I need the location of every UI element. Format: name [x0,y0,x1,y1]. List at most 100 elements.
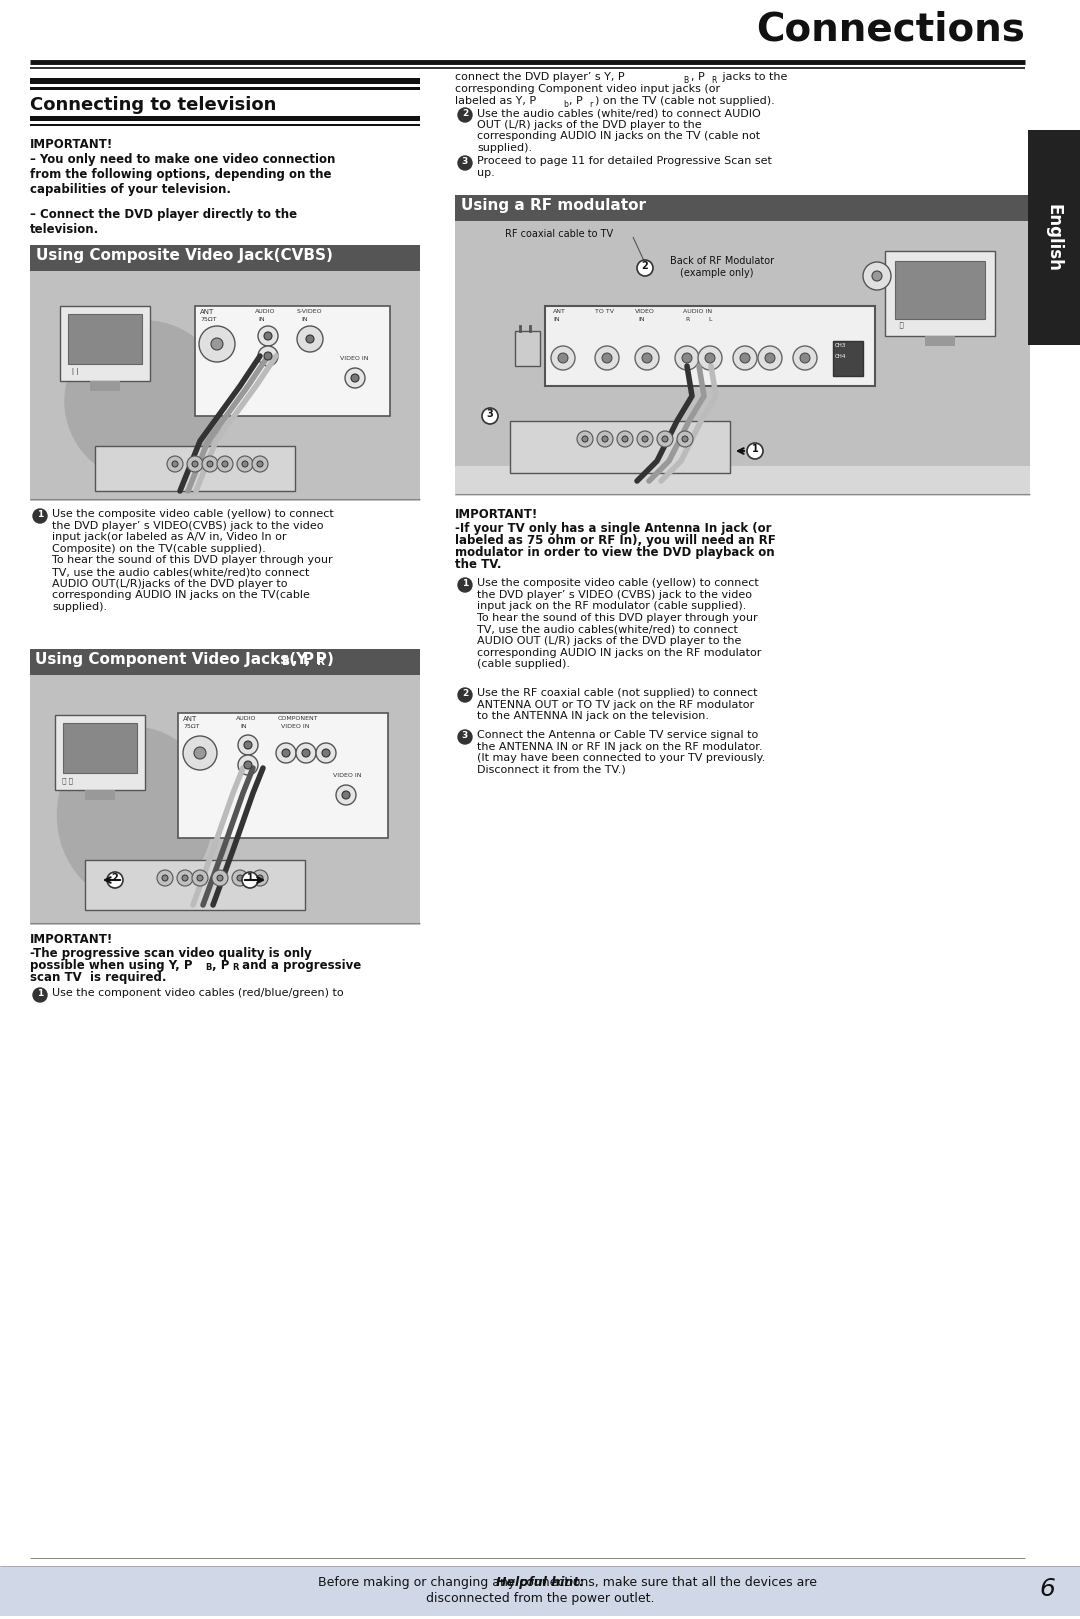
Circle shape [677,431,693,447]
Text: 75ΩT: 75ΩT [200,317,216,322]
Circle shape [595,346,619,371]
Circle shape [238,735,258,754]
Circle shape [597,431,613,447]
Text: – Connect the DVD player directly to the
television.: – Connect the DVD player directly to the… [30,207,297,236]
Text: Using a RF modulator: Using a RF modulator [461,198,646,214]
Text: Use the audio cables (white/red) to connect AUDIO
OUT (L/R) jacks of the DVD pla: Use the audio cables (white/red) to conn… [477,108,760,152]
Text: 1: 1 [37,989,43,997]
Circle shape [202,457,218,473]
Circle shape [316,743,336,763]
Text: AUDIO IN: AUDIO IN [683,309,712,314]
Text: r: r [589,100,592,108]
Bar [455,194,1030,222]
Circle shape [264,332,272,340]
Bar [455,222,1030,495]
Circle shape [681,353,692,363]
Circle shape [244,742,252,750]
Circle shape [238,754,258,776]
Circle shape [257,874,264,881]
Text: B: B [205,963,212,971]
Circle shape [642,436,648,442]
Text: English: English [1045,204,1063,272]
Circle shape [199,325,235,363]
Circle shape [211,338,222,350]
Text: Use the composite video cable (yellow) to connect
the DVD player’ s VIDEO(CVBS) : Use the composite video cable (yellow) t… [52,508,334,612]
Text: IN: IN [638,317,645,322]
Circle shape [336,785,356,805]
Bar [60,306,150,380]
Bar [30,125,420,126]
Circle shape [635,346,659,371]
Text: CH3: CH3 [835,343,847,348]
Circle shape [705,353,715,363]
Bar [1028,130,1080,345]
Circle shape [872,270,882,282]
Text: IMPORTANT!: IMPORTANT! [30,138,113,151]
Text: IN: IN [258,317,265,322]
Circle shape [167,457,183,473]
Text: CH4: CH4 [835,355,847,359]
Bar [30,87,420,91]
Bar [885,251,995,337]
Text: L: L [708,317,712,322]
Text: | |: | | [65,368,79,376]
Circle shape [657,431,673,447]
Bar [68,314,141,364]
Circle shape [296,743,316,763]
Text: TO TV: TO TV [595,309,615,314]
Circle shape [637,431,653,447]
Text: , P: , P [292,652,314,667]
Circle shape [217,874,222,881]
Text: Helpful hint:: Helpful hint: [496,1575,584,1588]
Text: AUDIO: AUDIO [237,716,257,720]
Circle shape [192,869,208,886]
Text: COMPONENT: COMPONENT [278,716,319,720]
Circle shape [157,869,173,886]
Circle shape [297,325,323,351]
Circle shape [458,578,472,593]
Text: Proceed to page 11 for detailed Progressive Scan set
up.: Proceed to page 11 for detailed Progress… [477,155,772,178]
Circle shape [863,262,891,290]
Circle shape [800,353,810,363]
Bar [30,244,420,270]
Text: 3: 3 [487,410,494,419]
Circle shape [192,461,198,466]
Circle shape [194,746,206,759]
Text: R: R [711,76,716,86]
Circle shape [282,750,291,758]
Circle shape [637,261,653,275]
Circle shape [183,737,217,771]
Circle shape [222,461,228,466]
Circle shape [33,508,48,523]
Bar [178,712,388,839]
Circle shape [258,346,278,366]
Text: , P: , P [212,958,229,971]
Bar [55,716,145,790]
Circle shape [257,461,264,466]
Bar [30,117,420,121]
Circle shape [758,346,782,371]
Text: possible when using Y, P: possible when using Y, P [30,958,192,971]
Text: 2: 2 [462,108,468,118]
Bar [30,78,420,84]
Circle shape [162,874,168,881]
Ellipse shape [57,727,213,902]
Circle shape [276,743,296,763]
Text: corresponding Component video input jacks (or: corresponding Component video input jack… [455,84,720,94]
Text: ): ) [327,652,334,667]
Text: 6: 6 [1039,1577,1055,1601]
Text: IN: IN [553,317,559,322]
Bar [545,306,875,385]
Circle shape [642,353,652,363]
Circle shape [242,461,248,466]
Text: Back of RF Modulator: Back of RF Modulator [670,256,774,266]
Bar [0,1566,1080,1616]
Text: 1: 1 [246,873,254,884]
Text: 2: 2 [642,261,648,272]
Bar [833,342,863,376]
Circle shape [675,346,699,371]
Text: and a progressive: and a progressive [238,958,361,971]
Circle shape [177,869,193,886]
Text: R: R [232,963,239,971]
Circle shape [244,761,252,769]
